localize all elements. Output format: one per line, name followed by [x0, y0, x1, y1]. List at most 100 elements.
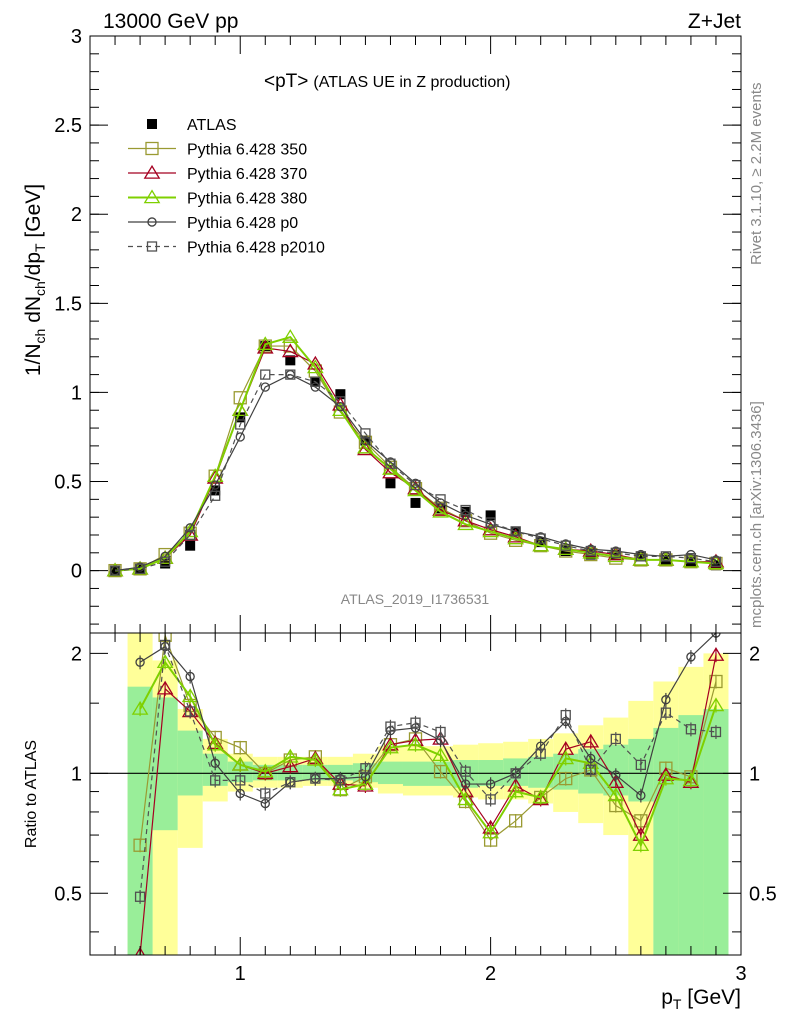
main-point-0-3	[185, 540, 196, 551]
main-point-2-10	[357, 441, 374, 456]
main-series-line-4	[114, 373, 717, 572]
ratio-point-3-4	[235, 788, 245, 799]
ratio-point-2-17	[557, 750, 575, 765]
main-point-5-2	[159, 556, 171, 567]
main-point-5-8	[310, 376, 321, 387]
main-point-3-13	[432, 503, 449, 518]
ratio-point-2-22	[682, 772, 700, 787]
main-point-5-18	[560, 540, 571, 551]
ratio-point-2-20	[632, 837, 650, 852]
main-point-5-11	[385, 458, 396, 469]
main-point-4-14	[460, 510, 471, 521]
main-plot-panel: 0 0.5 1 1.5 2 2.5 3 <pT> (ATLAS UE in Z product…	[22, 26, 742, 634]
legend-marker-5	[146, 241, 158, 252]
ratio-series-line-3	[139, 633, 717, 805]
main-point-3-6	[256, 336, 274, 351]
ratio-xtick-label-0: 1	[235, 963, 246, 985]
ratio-series-4	[134, 638, 722, 904]
ratio-point-3-19	[611, 770, 621, 780]
main-point-5-21	[635, 551, 646, 562]
ratio-ytick-label-right-0: 0.5	[749, 883, 777, 905]
ratio-point-4-13	[460, 766, 471, 777]
main-point-5-7	[285, 369, 296, 380]
ratio-point-4-14	[485, 794, 496, 805]
ratio-band-stat-23	[703, 709, 729, 955]
ylabel-sub-1: ch	[32, 329, 48, 344]
ratio-point-2-21	[657, 770, 675, 785]
main-point-3-15	[482, 523, 499, 538]
main-ytick-label-0: 0	[71, 561, 82, 583]
main-point-5-19	[585, 545, 596, 557]
ratio-point-4-23	[710, 726, 722, 738]
ratio-data-layer	[131, 633, 725, 955]
xlabel-unit: [GeV]	[681, 986, 741, 1009]
main-point-5-1	[134, 563, 146, 574]
main-point-3-20	[607, 548, 625, 563]
main-point-3-16	[507, 530, 525, 545]
ratio-point-3-14	[485, 779, 496, 789]
ratio-axes: 0.5 0.5 1 1 2 2 1 2 3	[54, 633, 777, 985]
ratio-point-3-22	[686, 652, 696, 662]
mcplots-label: mcplots.cern.ch [arXiv:1306.3436]	[748, 401, 765, 628]
ratio-point-2-2	[181, 688, 199, 703]
ratio-point-3-21	[661, 695, 671, 705]
main-point-4-5	[235, 432, 245, 442]
ylabel-part-2: dN	[22, 296, 45, 329]
main-point-3-23	[682, 553, 700, 568]
main-point-0-15	[485, 510, 496, 521]
legend-marker-3	[143, 189, 161, 204]
main-series-1	[108, 339, 723, 578]
ratio-point-0-12	[433, 764, 448, 779]
ratio-point-4-7	[310, 773, 321, 784]
ratio-point-1-6	[281, 758, 299, 773]
main-point-3-5	[231, 402, 249, 417]
ratio-point-2-11	[407, 736, 424, 751]
ratio-point-4-10	[385, 721, 396, 732]
main-point-0-11	[385, 478, 396, 489]
main-point-5-6	[260, 369, 271, 380]
ratio-xlabel: pT [GeV]	[661, 986, 741, 1012]
main-point-5-17	[535, 533, 546, 544]
main-point-0-17	[535, 537, 546, 548]
main-point-5-23	[685, 553, 697, 564]
main-series-2	[106, 339, 725, 577]
main-point-3-21	[632, 551, 650, 566]
ratio-point-2-1	[156, 654, 174, 669]
main-point-2-6	[256, 339, 274, 354]
ratio-point-0-0	[133, 838, 147, 852]
ratio-point-1-16	[532, 791, 550, 806]
ratio-point-2-0	[131, 700, 149, 715]
ratio-point-2-19	[607, 787, 625, 802]
legend-entry-3: Pythia 6.428 380	[128, 189, 307, 208]
main-point-3-17	[532, 537, 550, 552]
ratio-ytick-label-right-2: 2	[749, 643, 760, 665]
ratio-point-3-13	[460, 779, 471, 789]
ratio-ytick-label-right-1: 1	[749, 763, 760, 785]
main-point-5-22	[660, 551, 672, 562]
ratio-point-2-14	[482, 824, 499, 839]
main-point-5-12	[410, 479, 421, 491]
main-point-5-24	[710, 556, 722, 567]
ratio-point-4-11	[410, 717, 421, 728]
main-point-4-8	[310, 382, 321, 392]
legend-marker-1	[145, 141, 159, 156]
ratio-point-4-4	[235, 775, 246, 786]
title-main: <pT>	[264, 71, 308, 92]
analysis-label: ATLAS_2019_I1736531	[341, 591, 490, 607]
ratio-point-2-7	[306, 751, 324, 766]
main-point-4-10	[360, 435, 371, 446]
main-point-2-15	[482, 521, 499, 536]
ratio-point-2-13	[457, 791, 474, 806]
legend: ATLAS Pythia 6.428 350 Pythia 6.428 370 Pyt…	[128, 117, 325, 257]
main-point-2-14	[457, 512, 474, 527]
xlabel-p: p	[661, 986, 673, 1009]
ratio-point-2-12	[432, 747, 449, 762]
ratio-point-2-3	[206, 736, 224, 751]
main-ytick-label-3: 1.5	[54, 293, 82, 315]
ylabel-part-4: [GeV]	[22, 184, 45, 244]
main-point-4-3	[185, 523, 195, 533]
ratio-point-1-1	[156, 680, 174, 695]
ratio-point-4-3	[210, 775, 221, 786]
ratio-point-3-0	[135, 657, 145, 667]
